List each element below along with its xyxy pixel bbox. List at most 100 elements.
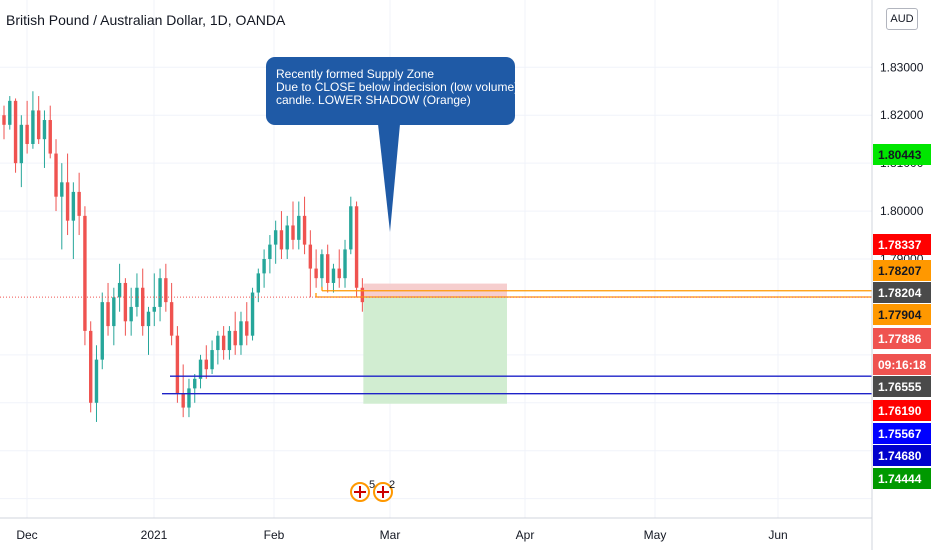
candle-body: [273, 230, 278, 245]
price-label: 1.77886: [878, 332, 922, 346]
y-tick-label: 1.83000: [880, 60, 924, 74]
candle-body: [302, 215, 307, 245]
candle-body: [117, 282, 122, 298]
candle-body: [308, 244, 313, 269]
candle-body: [343, 249, 347, 279]
price-label-bg: [873, 423, 931, 444]
reward-zone: [363, 297, 507, 404]
candle-body: [337, 268, 341, 279]
candle-body: [123, 282, 128, 322]
price-label: 1.76190: [878, 404, 922, 418]
candle-body: [169, 302, 174, 336]
candle-body: [349, 206, 353, 250]
candle-body: [129, 306, 133, 322]
candle-body: [227, 330, 232, 351]
candle-body: [31, 110, 35, 144]
price-label-bg: [873, 376, 931, 397]
candle-body: [198, 359, 203, 379]
candle-body: [60, 182, 64, 197]
candle-body: [146, 311, 151, 327]
candle-body: [158, 278, 162, 307]
currency-button[interactable]: AUD: [886, 8, 918, 30]
horizontal-levels: [0, 286, 872, 395]
candle-body: [19, 124, 24, 164]
candle-body: [233, 330, 237, 346]
candle-body: [216, 335, 220, 351]
candle-body: [331, 268, 336, 283]
candle-body: [2, 115, 6, 125]
candle-body: [141, 287, 145, 327]
candle-body: [245, 321, 249, 336]
candle-body: [354, 206, 359, 288]
price-label-bg: [873, 234, 931, 255]
candle-body: [187, 388, 191, 408]
candle-body: [291, 225, 295, 240]
event-count: 5: [369, 479, 375, 491]
price-label: 1.74444: [878, 472, 922, 486]
candle-body: [360, 287, 365, 303]
candle-body: [320, 254, 324, 279]
candle-body: [71, 191, 76, 221]
candle-body: [65, 182, 70, 221]
x-tick-label: 2021: [141, 528, 168, 542]
price-label-bg: [873, 468, 931, 489]
candle-body: [325, 254, 330, 283]
price-label: 1.78204: [878, 286, 922, 300]
price-label: 1.80443: [878, 148, 922, 162]
candle-body: [314, 268, 318, 279]
candle-body: [221, 335, 226, 351]
x-tick-label: Dec: [16, 528, 37, 542]
price-label-bg: [873, 445, 931, 466]
price-label-bg: [873, 304, 931, 325]
candle-body: [54, 153, 58, 197]
price-label-bg: [873, 328, 931, 349]
time-axis: Dec 2021 Feb Mar Apr May Jun: [16, 528, 787, 542]
x-tick-label: Apr: [516, 528, 535, 542]
candle-body: [83, 215, 87, 331]
candle-body: [42, 120, 47, 140]
candle-body: [256, 273, 261, 293]
callout-pointer: [378, 124, 400, 232]
annotation-line-3: candle. LOWER SHADOW (Orange): [276, 93, 471, 107]
price-label: 1.77904: [878, 308, 922, 322]
candlesticks: [2, 91, 365, 422]
y-tick-label: 1.80000: [880, 204, 924, 218]
x-tick-label: Feb: [264, 528, 285, 542]
candle-body: [193, 378, 197, 389]
chart-title: British Pound / Australian Dollar, 1D, O…: [6, 12, 286, 28]
price-label: 1.78337: [878, 238, 922, 252]
candle-body: [152, 306, 156, 312]
candle-body: [285, 225, 289, 250]
candle-body: [164, 278, 168, 303]
candle-body: [48, 120, 52, 154]
price-label-bg: [873, 400, 931, 421]
candle-body: [112, 297, 116, 327]
position-zones: [363, 124, 507, 404]
candle-body: [36, 110, 41, 140]
annotation-line-1: Recently formed Supply Zone: [276, 67, 435, 81]
price-label-bg: [873, 282, 931, 303]
price-label: 1.74680: [878, 449, 922, 463]
annotation-callout[interactable]: Recently formed Supply Zone Due to CLOSE…: [266, 57, 519, 125]
candle-body: [8, 100, 12, 125]
candle-body: [89, 330, 93, 403]
candle-body: [25, 124, 29, 144]
candle-body: [181, 393, 185, 408]
x-tick-label: May: [644, 528, 667, 542]
candle-body: [94, 359, 99, 403]
candle-body: [106, 302, 110, 327]
candle-body: [210, 350, 214, 370]
candle-body: [204, 359, 208, 370]
price-label-bg: [873, 144, 931, 165]
price-labels: 1.80443 1.78337 1.78207 1.78204 1.77904 1.778…: [873, 144, 931, 489]
price-label: 1.78207: [878, 264, 922, 278]
price-label-bg: [873, 260, 931, 281]
annotation-line-2: Due to CLOSE below indecision (low volum…: [276, 80, 519, 94]
x-tick-label: Jun: [768, 528, 787, 542]
candle-body: [77, 191, 81, 216]
price-label: 1.75567: [878, 427, 922, 441]
candle-body: [175, 335, 180, 394]
